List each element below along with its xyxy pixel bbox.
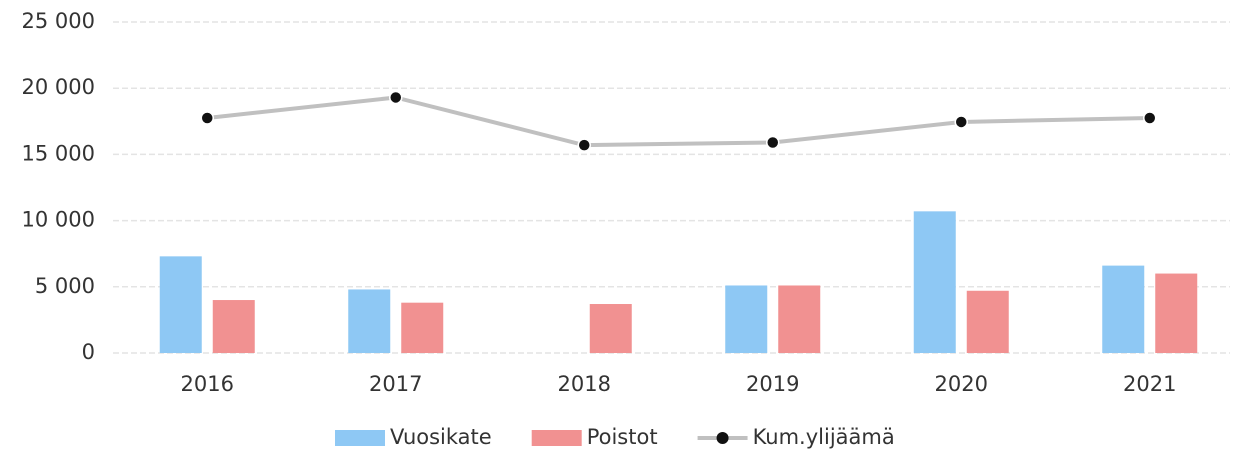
- y-tick-label: 15 000: [22, 141, 95, 165]
- bar: [778, 285, 821, 353]
- line: [207, 95, 1150, 148]
- point: [389, 90, 403, 105]
- point: [577, 138, 591, 152]
- y-tick-label: 5 000: [35, 274, 95, 298]
- point: [954, 115, 968, 129]
- bar: [159, 256, 202, 353]
- x-tick-label: 2021: [1123, 372, 1176, 396]
- legend-swatch: [531, 430, 582, 446]
- bar: [212, 300, 255, 353]
- y-tick-label: 25 000: [22, 9, 95, 33]
- y-tick-label: 20 000: [22, 75, 95, 99]
- bar: [966, 290, 1009, 353]
- x-tick-label: 2016: [181, 372, 234, 396]
- point: [1143, 111, 1157, 125]
- legend-label: Kum.ylijäämä: [753, 425, 895, 449]
- bar: [913, 211, 956, 353]
- bar: [401, 302, 444, 353]
- legend-marker: [716, 432, 729, 444]
- x-tick-label: 2017: [369, 372, 422, 396]
- x-tick-label: 2020: [935, 372, 988, 396]
- legend-swatch: [335, 430, 385, 446]
- x-tick-label: 2019: [746, 372, 799, 396]
- x-tick-label: 2018: [558, 372, 611, 396]
- bar: [1155, 273, 1198, 353]
- bar: [725, 285, 768, 353]
- legend-label: Poistot: [587, 425, 658, 449]
- bar: [1102, 265, 1145, 353]
- bar: [589, 304, 632, 353]
- y-tick-label: 0: [82, 340, 95, 364]
- bar: [348, 289, 391, 353]
- point: [200, 111, 214, 125]
- y-tick-label: 10 000: [22, 208, 95, 232]
- legend-label: Vuosikate: [390, 425, 492, 449]
- point: [766, 135, 780, 150]
